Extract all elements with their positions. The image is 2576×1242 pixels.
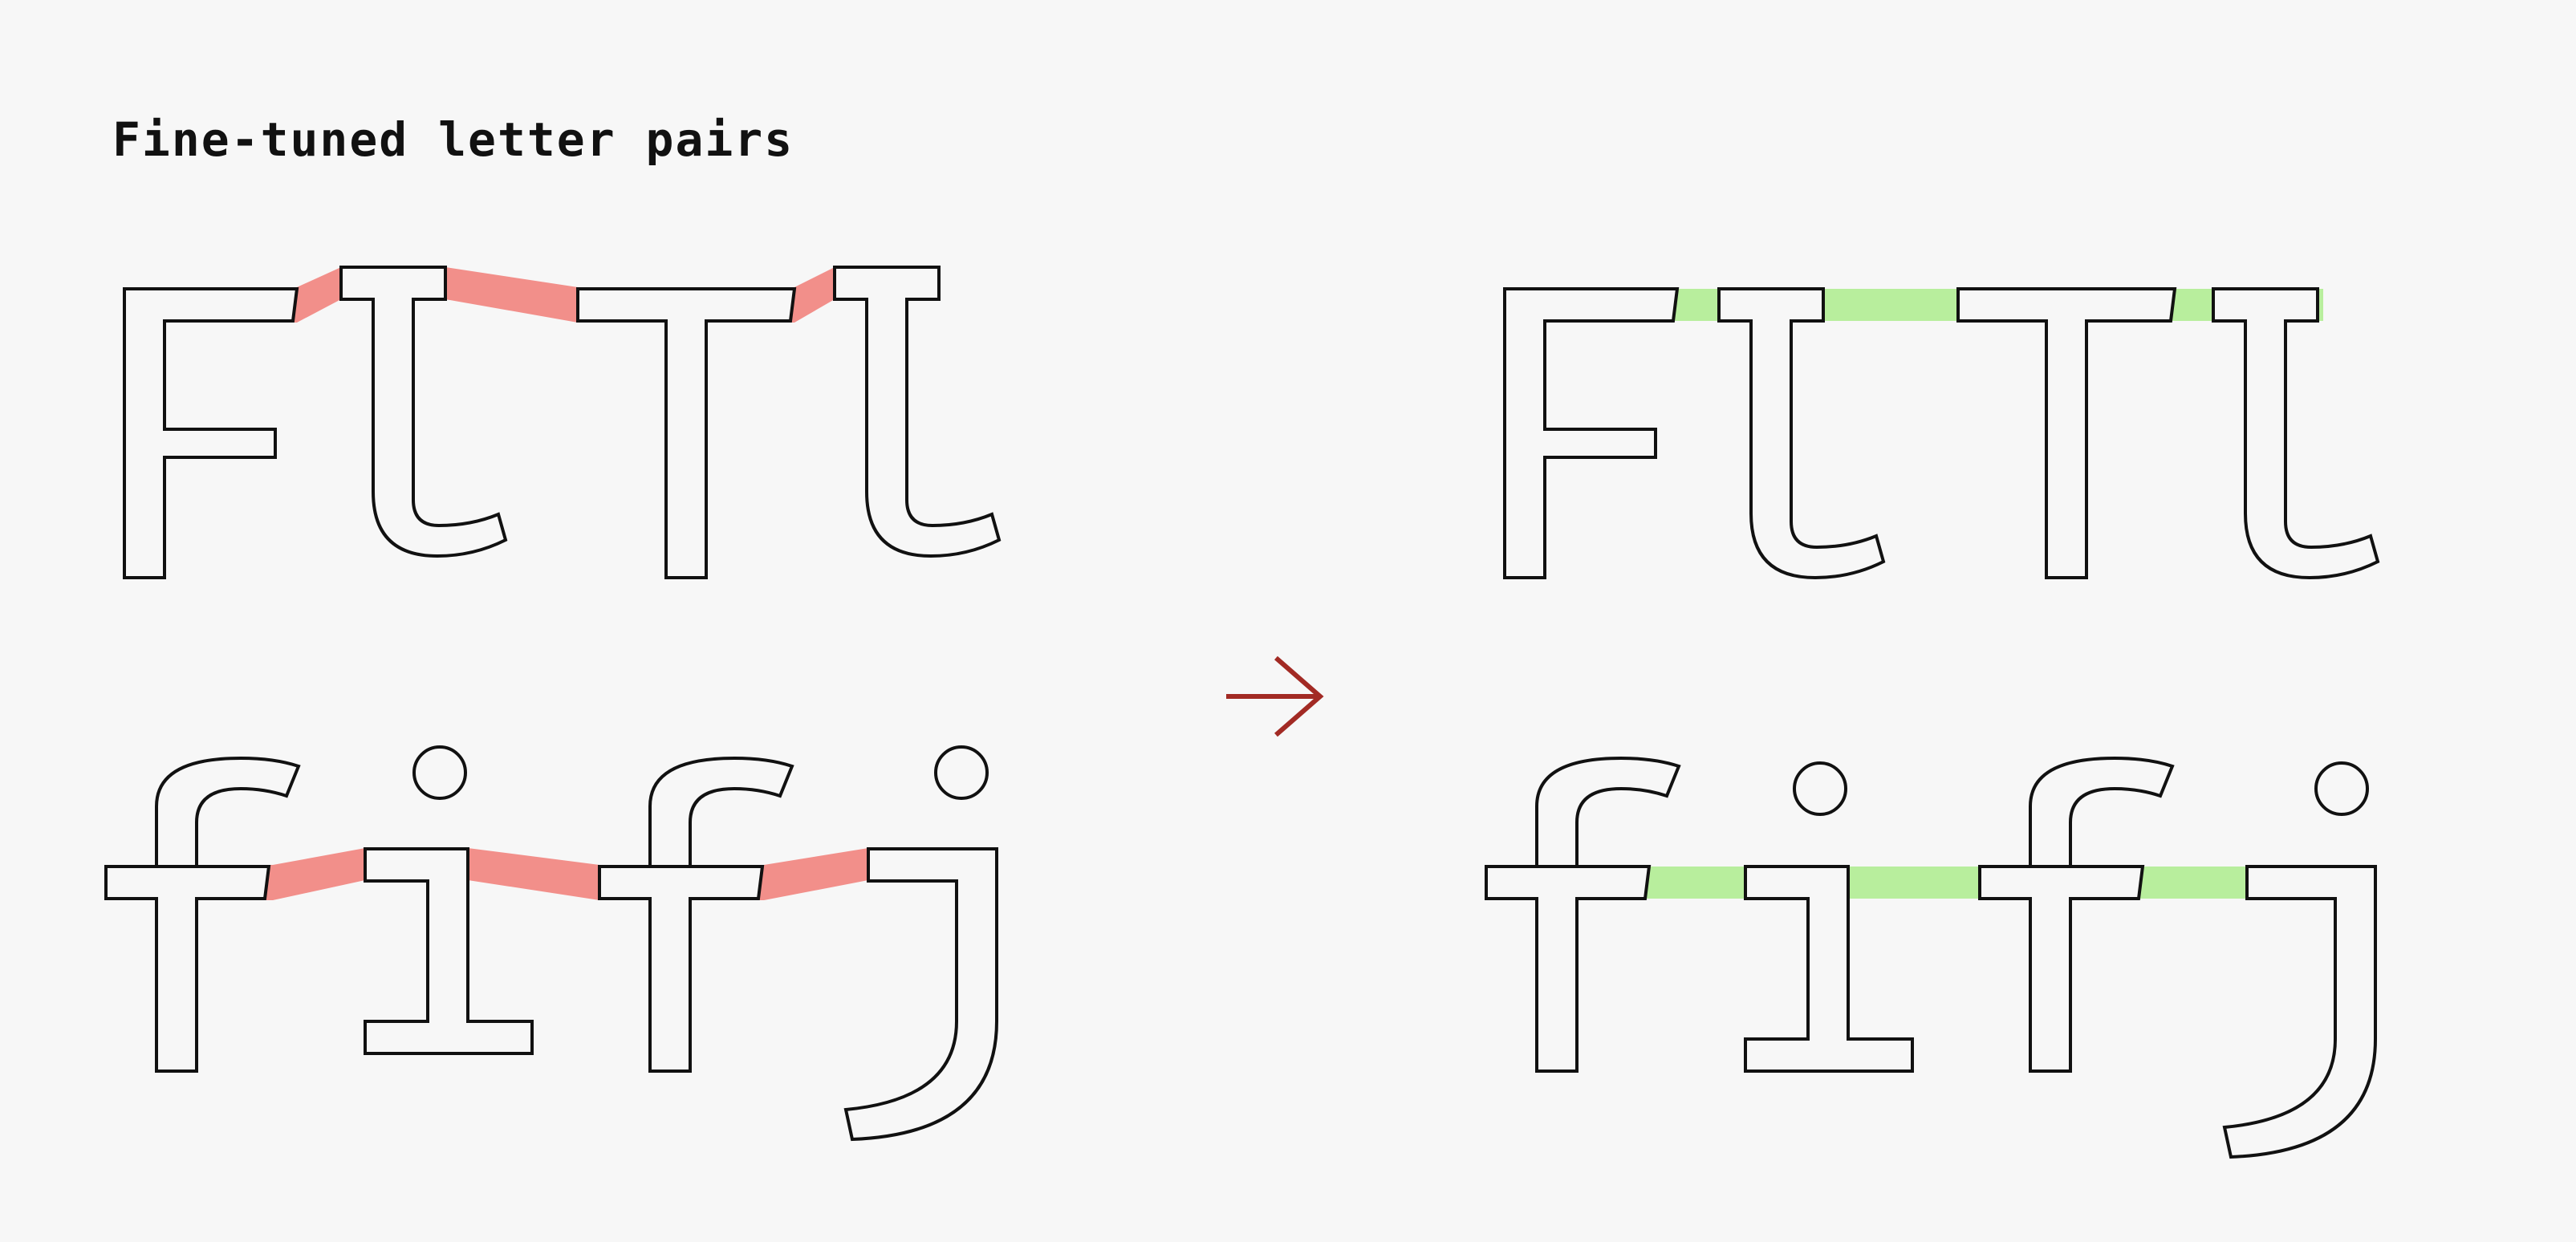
glyph-T — [1956, 287, 2176, 579]
glyph-l — [2212, 287, 2379, 579]
glyph-F — [1503, 287, 1679, 579]
right-arrow-icon — [1226, 656, 1324, 737]
glyph-f — [1485, 757, 1680, 1073]
after-bottom-row — [1485, 757, 2377, 1159]
before-panel — [104, 266, 1001, 1141]
i-dot — [1793, 761, 1847, 816]
after-panel — [1485, 287, 2379, 1159]
after-top-row — [1503, 287, 2379, 579]
glyph-f — [598, 757, 794, 1073]
glyph-l — [833, 266, 1001, 558]
before-bottom-row — [104, 745, 998, 1141]
j-dot — [934, 745, 989, 800]
glyph-l — [339, 266, 507, 558]
glyph-F — [123, 287, 299, 579]
glyph-j — [2223, 865, 2377, 1159]
i-dot — [412, 745, 467, 800]
j-dot — [2314, 761, 2369, 816]
glyph-f — [104, 757, 300, 1073]
before-bottom-row-highlight — [104, 848, 997, 900]
page-title: Fine-tuned letter pairs — [112, 112, 794, 167]
glyph-f — [1978, 757, 2174, 1073]
glyph-l — [1717, 287, 1885, 579]
glyph-T — [576, 287, 796, 579]
glyph-j — [844, 847, 998, 1141]
misaligned-crossbar-band — [104, 848, 997, 900]
